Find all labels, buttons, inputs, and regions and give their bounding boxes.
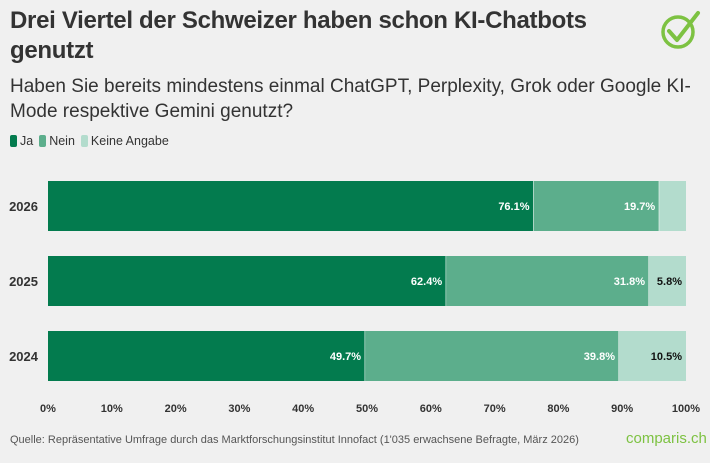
x-tick-label: 40% [292,403,314,415]
data-label: 49.7% [330,351,361,363]
data-label: 39.8% [584,351,615,363]
x-tick-label: 100% [672,403,700,415]
chart-title: Drei Viertel der Schweizer haben schon K… [10,7,587,64]
data-label: 31.8% [614,276,645,288]
bar-segment [48,181,534,231]
x-tick-label: 90% [611,403,633,415]
bar-segment [48,256,447,306]
data-label: 5.8% [657,276,682,288]
bar-segment [533,181,660,231]
x-tick-label: 80% [547,403,569,415]
x-tick-label: 20% [165,403,187,415]
x-tick-label: 60% [420,403,442,415]
data-label: 10.5% [651,351,682,363]
bar-segment [648,256,686,306]
bar-segment [446,256,649,306]
data-label: 76.1% [498,201,529,213]
legend-item-nein: Nein [39,134,75,148]
bar-segment [659,181,686,231]
legend-label: Keine Angabe [90,134,169,148]
legend-item-keine-angabe: Keine Angabe [80,134,169,148]
bar-segment [365,331,620,381]
x-tick-label: 70% [484,403,506,415]
category-label: 2024 [9,349,39,364]
legend-item-ja: Ja [10,134,33,148]
x-tick-label: 0% [40,403,56,415]
x-tick-label: 30% [228,403,250,415]
x-tick-label: 10% [101,403,123,415]
check-circle-icon [661,11,700,49]
bar-segment [619,331,686,381]
data-label: 62.4% [411,276,442,288]
brand-logo: comparis.ch [626,430,707,447]
data-label: 19.7% [624,201,655,213]
category-label: 2026 [9,199,38,214]
x-tick-label: 50% [356,403,378,415]
legend-label: Nein [49,134,75,148]
legend-label: Ja [20,134,34,148]
legend: Ja Nein Keine Angabe [10,134,169,148]
category-label: 2025 [9,274,38,289]
source-note: Quelle: Repräsentative Umfrage durch das… [10,434,579,446]
chart-subtitle: Haben Sie bereits mindestens einmal Chat… [10,76,691,122]
bar-segment [48,331,366,381]
